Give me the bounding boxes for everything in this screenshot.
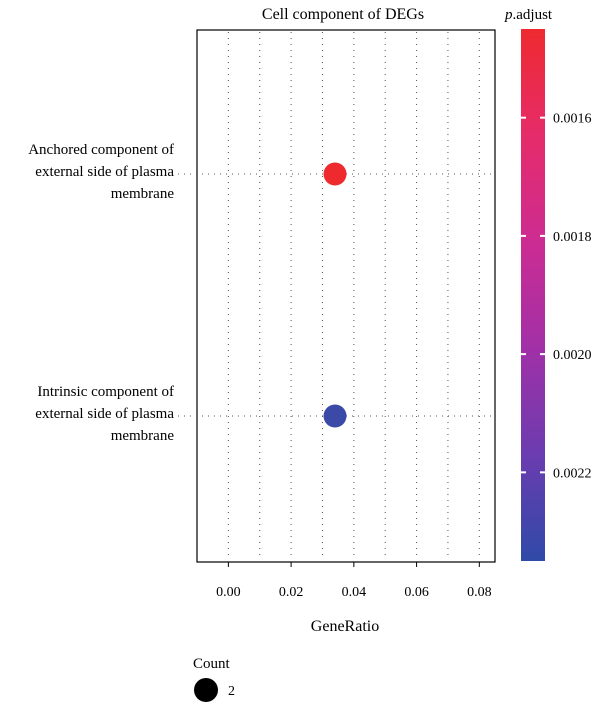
colorbar-ticks: 0.0016 0.0018 0.0020 0.0022 (521, 112, 592, 481)
colorbar-tick-label: 0.0016 (553, 112, 592, 127)
y-category-label: membrane (111, 428, 175, 444)
y-category-label: Intrinsic component of (37, 384, 174, 400)
size-legend-title: Count (193, 656, 231, 672)
colorbar-gradient (521, 29, 545, 561)
chart-title: Cell component of DEGs (262, 6, 424, 23)
y-category-label: Anchored component of (28, 142, 174, 158)
x-axis: 0.00 0.02 0.04 0.06 0.08 (216, 562, 492, 600)
plot-panel-frame (196, 29, 496, 563)
x-tick-label: 0.08 (467, 585, 492, 600)
data-point (323, 404, 347, 428)
p-adjust-colorbar: p.adjust 0.0016 0.0018 0.0020 0.0022 (504, 7, 592, 561)
y-category-label: external side of plasma (35, 406, 174, 422)
size-legend-label: 2 (228, 684, 235, 699)
x-tick-label: 0.04 (342, 585, 367, 600)
y-axis: Anchored component of external side of pl… (28, 142, 174, 444)
vertical-gridlines (227, 32, 480, 560)
x-tick-label: 0.00 (216, 585, 241, 600)
y-category-label: membrane (111, 186, 175, 202)
x-axis-title: GeneRatio (311, 618, 379, 635)
y-category-label: external side of plasma (35, 164, 174, 180)
size-legend-dot (194, 678, 218, 702)
colorbar-title: p.adjust (504, 7, 553, 23)
x-tick-label: 0.06 (404, 585, 429, 600)
colorbar-title-rest: .adjust (513, 7, 553, 23)
x-tick-label: 0.02 (279, 585, 304, 600)
count-size-legend: Count 2 (193, 656, 235, 702)
colorbar-tick-label: 0.0020 (553, 348, 592, 363)
colorbar-tick-label: 0.0018 (553, 230, 592, 245)
plot-panel (178, 29, 496, 563)
data-point (323, 162, 347, 186)
data-points (323, 162, 347, 428)
colorbar-tick-label: 0.0022 (553, 466, 592, 481)
colorbar-title-italic: p (504, 7, 513, 23)
